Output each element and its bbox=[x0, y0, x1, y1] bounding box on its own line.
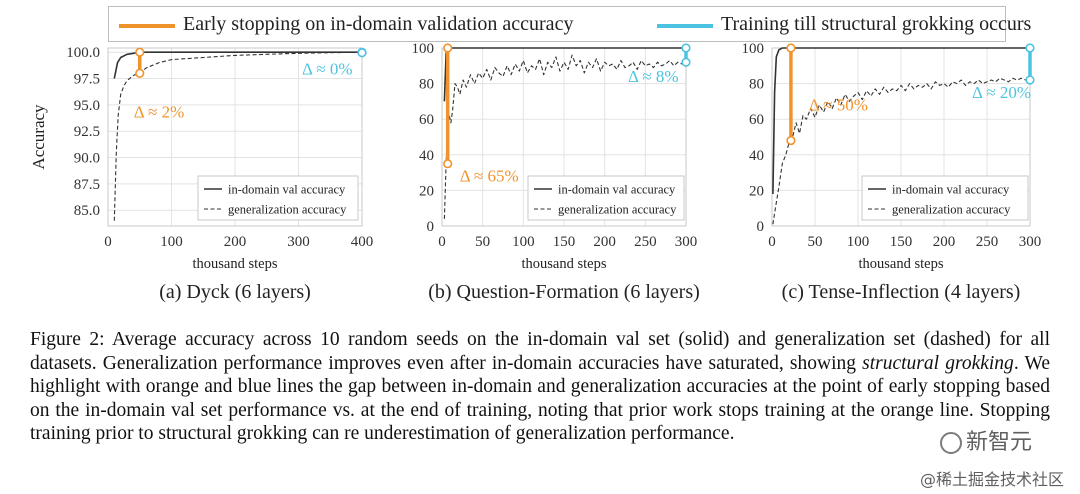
in-domain-val-line bbox=[772, 47, 1030, 195]
y-tick-label: 100 bbox=[412, 41, 435, 57]
generalization-line bbox=[772, 77, 1030, 225]
generalization-line bbox=[113, 51, 363, 221]
x-tick-label: 400 bbox=[351, 234, 374, 250]
early-stopping-legend-swatch bbox=[119, 24, 175, 28]
panel-legend-label: in-domain val accuracy bbox=[228, 183, 346, 197]
x-tick-label: 250 bbox=[976, 234, 999, 250]
panel-legend-label: in-domain val accuracy bbox=[892, 183, 1010, 197]
early-bottom-marker bbox=[443, 159, 453, 169]
panel-legend bbox=[197, 175, 359, 221]
panel-subtitle: (c) Tense-Inflection (4 layers) bbox=[782, 281, 1021, 303]
figure-caption: Figure 2: Average accuracy across 10 ran… bbox=[30, 328, 1050, 446]
early-stopping-legend-label: Early stopping on in-domain validation a… bbox=[183, 13, 574, 35]
x-tick-label: 150 bbox=[890, 234, 913, 250]
y-tick-label: 80 bbox=[419, 77, 434, 93]
panel-legend-label: generalization accuracy bbox=[228, 203, 347, 217]
y-tick-label: 20 bbox=[419, 183, 434, 199]
watermark-top-text: 新智元 bbox=[966, 430, 1033, 455]
grok-delta-label: Δ ≈ 8% bbox=[628, 67, 679, 86]
x-axis-label: thousand steps bbox=[859, 256, 944, 272]
y-tick-label: 40 bbox=[749, 148, 764, 164]
grok-bottom-marker bbox=[1025, 75, 1035, 85]
panel-legend-label: in-domain val accuracy bbox=[558, 183, 676, 197]
y-tick-label: 40 bbox=[419, 148, 434, 164]
wechat-logo-icon bbox=[940, 432, 962, 454]
panel-subtitle: (a) Dyck (6 layers) bbox=[159, 281, 311, 303]
y-tick-label: 0 bbox=[427, 219, 435, 235]
watermark-source: @稀土掘金技术社区 bbox=[920, 470, 1065, 489]
y-tick-label: 60 bbox=[749, 112, 764, 128]
x-tick-label: 200 bbox=[593, 234, 616, 250]
y-tick-label: 100 bbox=[742, 41, 765, 57]
x-tick-label: 100 bbox=[847, 234, 870, 250]
figure-panels: 100.097.595.092.590.087.585.00 100 200 300 4… bbox=[29, 41, 1042, 303]
y-tick-label: 92.5 bbox=[74, 124, 100, 140]
chart-panel-1: 100.0 97.5 95.0 92.5 90.0 87.5 85.00 100 200 300 4… bbox=[29, 45, 373, 303]
caption-text-2: . We highlight with orange and blue line… bbox=[30, 352, 1050, 445]
early-delta-label: Δ ≈ 50% bbox=[809, 96, 868, 115]
panel-legend bbox=[527, 175, 685, 221]
y-tick-label: 95.0 bbox=[74, 98, 100, 114]
x-tick-label: 100 bbox=[160, 234, 183, 250]
x-tick-label: 300 bbox=[287, 234, 310, 250]
grok-delta-label: Δ ≈ 0% bbox=[302, 60, 353, 79]
grok-delta-label: Δ ≈ 20% bbox=[972, 83, 1031, 102]
x-tick-label: 250 bbox=[634, 234, 657, 250]
grok-top-marker bbox=[681, 43, 691, 53]
y-tick-label: 0 bbox=[757, 219, 765, 235]
x-tick-label: 0 bbox=[438, 234, 446, 250]
x-tick-label: 0 bbox=[104, 234, 112, 250]
grok-bottom-marker bbox=[357, 48, 367, 58]
panel-subtitle: (b) Question-Formation (6 layers) bbox=[428, 281, 700, 303]
x-tick-label: 100 bbox=[512, 234, 535, 250]
y-tick-label: 20 bbox=[749, 183, 764, 199]
early-bottom-marker bbox=[135, 68, 145, 78]
y-tick-label: 90.0 bbox=[74, 151, 100, 167]
grokking-legend-swatch bbox=[657, 24, 713, 28]
grok-bottom-marker bbox=[681, 57, 691, 67]
y-tick-label: 60 bbox=[419, 112, 434, 128]
caption-text-1: Figure 2: Average accuracy across 10 ran… bbox=[30, 329, 1050, 374]
x-tick-label: 50 bbox=[808, 234, 823, 250]
x-axis-label: thousand steps bbox=[522, 256, 607, 272]
panel-legend-label: generalization accuracy bbox=[892, 203, 1011, 217]
early-top-marker bbox=[786, 43, 796, 53]
x-tick-label: 150 bbox=[553, 234, 576, 250]
x-tick-label: 50 bbox=[475, 234, 490, 250]
x-tick-label: 0 bbox=[768, 234, 776, 250]
grokking-legend-label: Training till structural grokking occurs bbox=[721, 13, 1032, 35]
grok-top-marker bbox=[1025, 43, 1035, 53]
panel-legend-label: generalization accuracy bbox=[558, 203, 677, 217]
x-axis-label: thousand steps bbox=[193, 256, 278, 272]
x-tick-label: 300 bbox=[675, 234, 698, 250]
watermark-logo: 新智元 bbox=[940, 424, 1033, 456]
y-tick-label: 100.0 bbox=[66, 45, 100, 61]
y-axis-label: Accuracy bbox=[29, 104, 48, 170]
y-tick-label: 80 bbox=[749, 77, 764, 93]
y-tick-label: 97.5 bbox=[74, 72, 100, 88]
early-top-marker bbox=[443, 43, 453, 53]
panel-legend bbox=[861, 175, 1029, 221]
x-tick-label: 200 bbox=[224, 234, 247, 250]
early-delta-label: Δ ≈ 65% bbox=[460, 167, 519, 186]
early-bottom-marker bbox=[786, 135, 796, 146]
caption-emphasis: structural grokking bbox=[862, 352, 1014, 374]
y-tick-label: 87.5 bbox=[74, 177, 100, 193]
early-top-marker bbox=[135, 47, 145, 57]
early-delta-label: Δ ≈ 2% bbox=[134, 102, 185, 121]
caption-text-3: underestimation of generalization perfor… bbox=[359, 423, 735, 444]
generalization-line bbox=[443, 54, 687, 219]
plot-area bbox=[107, 47, 363, 227]
x-tick-label: 300 bbox=[1019, 234, 1042, 250]
x-tick-label: 200 bbox=[933, 234, 956, 250]
y-tick-label: 85.0 bbox=[74, 203, 100, 219]
figure-legend: Early stopping on in-domain validation a… bbox=[108, 6, 1031, 42]
